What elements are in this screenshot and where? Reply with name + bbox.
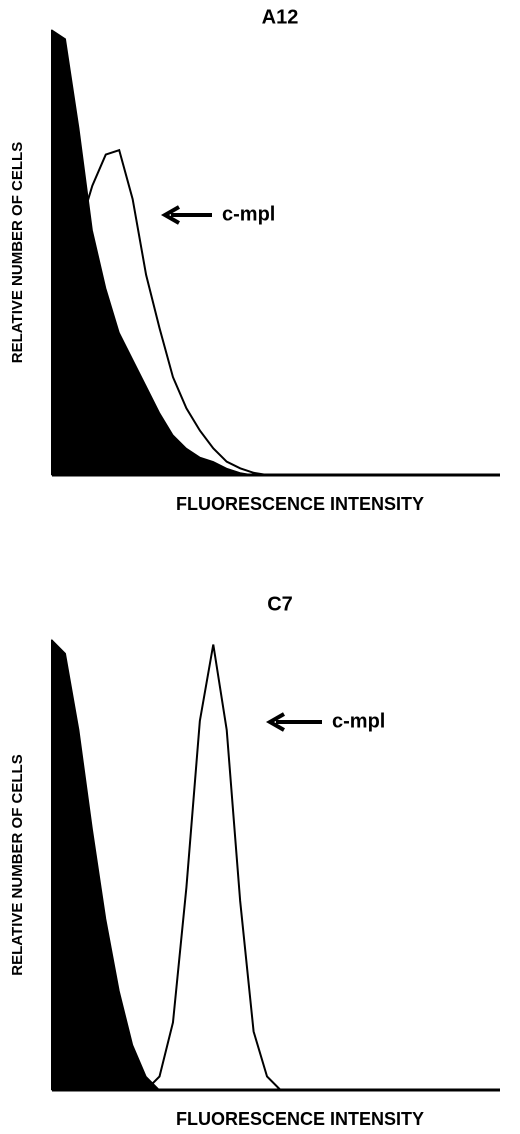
- cmpl-histogram: [145, 644, 282, 1091]
- annotation-label: c-mpl: [332, 710, 385, 732]
- annotation-label: c-mpl: [222, 203, 275, 225]
- control-histogram: [51, 29, 268, 476]
- y-axis-label: RELATIVE NUMBER OF CELLS: [9, 142, 26, 363]
- y-axis-label: RELATIVE NUMBER OF CELLS: [9, 754, 26, 975]
- x-axis-label: FLUORESCENCE INTENSITY: [176, 494, 424, 514]
- control-histogram: [51, 638, 281, 1091]
- chart-title: C7: [267, 593, 293, 615]
- annotation-arrow: [160, 205, 212, 225]
- chart-title: A12: [262, 6, 299, 28]
- annotation-arrow: [265, 712, 322, 732]
- cmpl-histogram: [64, 148, 268, 476]
- x-axis-label: FLUORESCENCE INTENSITY: [176, 1109, 424, 1129]
